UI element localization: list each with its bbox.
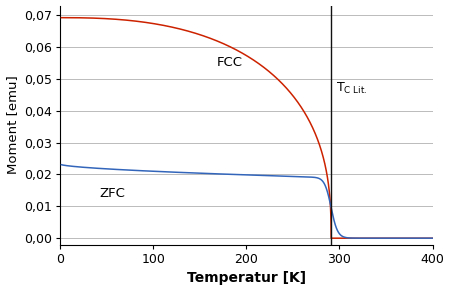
X-axis label: Temperatur [K]: Temperatur [K]	[187, 272, 306, 285]
Text: $\mathregular{T_{C\ Lit.}}$: $\mathregular{T_{C\ Lit.}}$	[336, 81, 367, 96]
Y-axis label: Moment [emu]: Moment [emu]	[5, 76, 18, 174]
Text: FCC: FCC	[217, 56, 243, 69]
Text: ZFC: ZFC	[99, 187, 126, 200]
